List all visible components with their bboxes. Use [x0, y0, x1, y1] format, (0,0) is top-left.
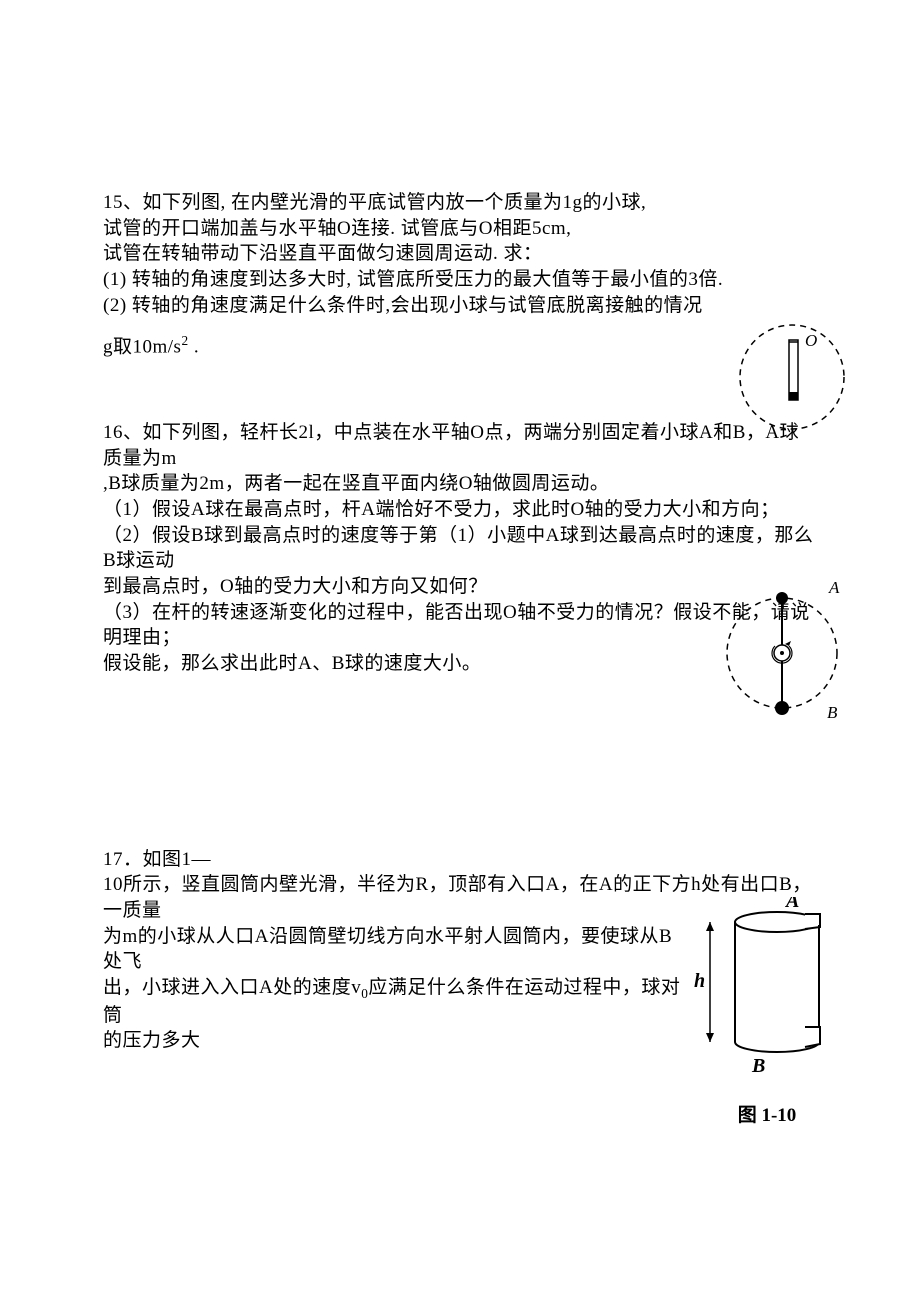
p16-line6: （3）在杆的转速逐渐变化的过程中，能否出现O轴不受力的情况？假设不能，请说明理由… [103, 600, 817, 651]
p15-line3: 试管在转轴带动下沿竖直平面做匀速圆周运动. 求： [103, 241, 817, 267]
p15-label-o: O [805, 331, 817, 350]
p15-l6-post: . [189, 337, 200, 358]
p17-line3: 为m的小球从人口A沿圆筒壁切线方向水平射人圆筒内，要使球从B处飞 [103, 924, 683, 975]
p17-h-arrow-top [706, 922, 714, 931]
p17-line5: 的压力多大 [103, 1028, 683, 1054]
p17-label-a: A [784, 897, 799, 912]
problem-17: 17．如图1— 10所示，竖直圆筒内壁光滑，半径为R，顶部有入口A，在A的正下方… [103, 847, 817, 1054]
p16-ball-a [776, 592, 788, 604]
p17-notch-a [805, 914, 820, 929]
p16-label-a: A [828, 578, 840, 597]
p17-caption: 图 1-10 [692, 1100, 842, 1127]
p17-line1: 17．如图1— [103, 847, 817, 873]
p16-line1: 16、如下列图，轻杆长2l，中点装在水平轴O点，两端分别固定着小球A和B，A球质… [103, 420, 817, 471]
p17-h-arrow-bot [706, 1033, 714, 1042]
p17-figure: A B h 图 1-10 [692, 897, 842, 1127]
p15-tube [789, 340, 798, 400]
problem-15: 15、如下列图, 在内壁光滑的平底试管内放一个质量为1g的小球, 试管的开口端加… [103, 190, 817, 360]
p15-line6: g取10m/s2 . [103, 332, 817, 360]
p16-line7: 假设能，那么求出此时A、B球的速度大小。 [103, 651, 817, 677]
p17-svg: A B h [692, 897, 842, 1087]
p15-line5: (2) 转轴的角速度满足什么条件时,会出现小球与试管底脱离接触的情况 [103, 293, 817, 319]
p15-line1: 15、如下列图, 在内壁光滑的平底试管内放一个质量为1g的小球, [103, 190, 817, 216]
p16-line2: ,B球质量为2m，两者一起在竖直平面内绕O轴做圆周运动。 [103, 471, 817, 497]
p17-notch-b [805, 1027, 820, 1047]
p15-svg: O [727, 320, 857, 435]
p15-ball [789, 392, 798, 400]
problem-16: 16、如下列图，轻杆长2l，中点装在水平轴O点，两端分别固定着小球A和B，A球质… [103, 420, 817, 676]
p16-svg: A B [717, 578, 847, 728]
p17-label-h: h [694, 970, 705, 992]
p17-l4-pre: 出，小球进入入口A处的速度v [103, 977, 361, 998]
p16-line5: 到最高点时，O轴的受力大小和方向又如何？ [103, 574, 817, 600]
p17-line4: 出，小球进入入口A处的速度v0应满足什么条件在运动过程中，球对筒 [103, 975, 683, 1028]
p15-l6-sup: 2 [181, 333, 188, 348]
p16-ball-b [775, 701, 789, 715]
p15-line2: 试管的开口端加盖与水平轴O连接. 试管底与O相距5cm, [103, 216, 817, 242]
p17-label-b: B [751, 1055, 765, 1077]
p15-line4: (1) 转轴的角速度到达多大时, 试管底所受压力的最大值等于最小值的3倍. [103, 267, 817, 293]
p16-figure: A B [717, 578, 847, 733]
p16-line3: （1）假设A球在最高点时，杆A端恰好不受力，求此时O轴的受力大小和方向； [103, 497, 817, 523]
p15-l6-pre: g取10m/s [103, 337, 181, 358]
p16-hub-dot [780, 651, 784, 655]
p16-label-b: B [827, 703, 838, 722]
p16-line4: （2）假设B球到最高点时的速度等于第（1）小题中A球到达最高点时的速度，那么B球… [103, 523, 817, 574]
